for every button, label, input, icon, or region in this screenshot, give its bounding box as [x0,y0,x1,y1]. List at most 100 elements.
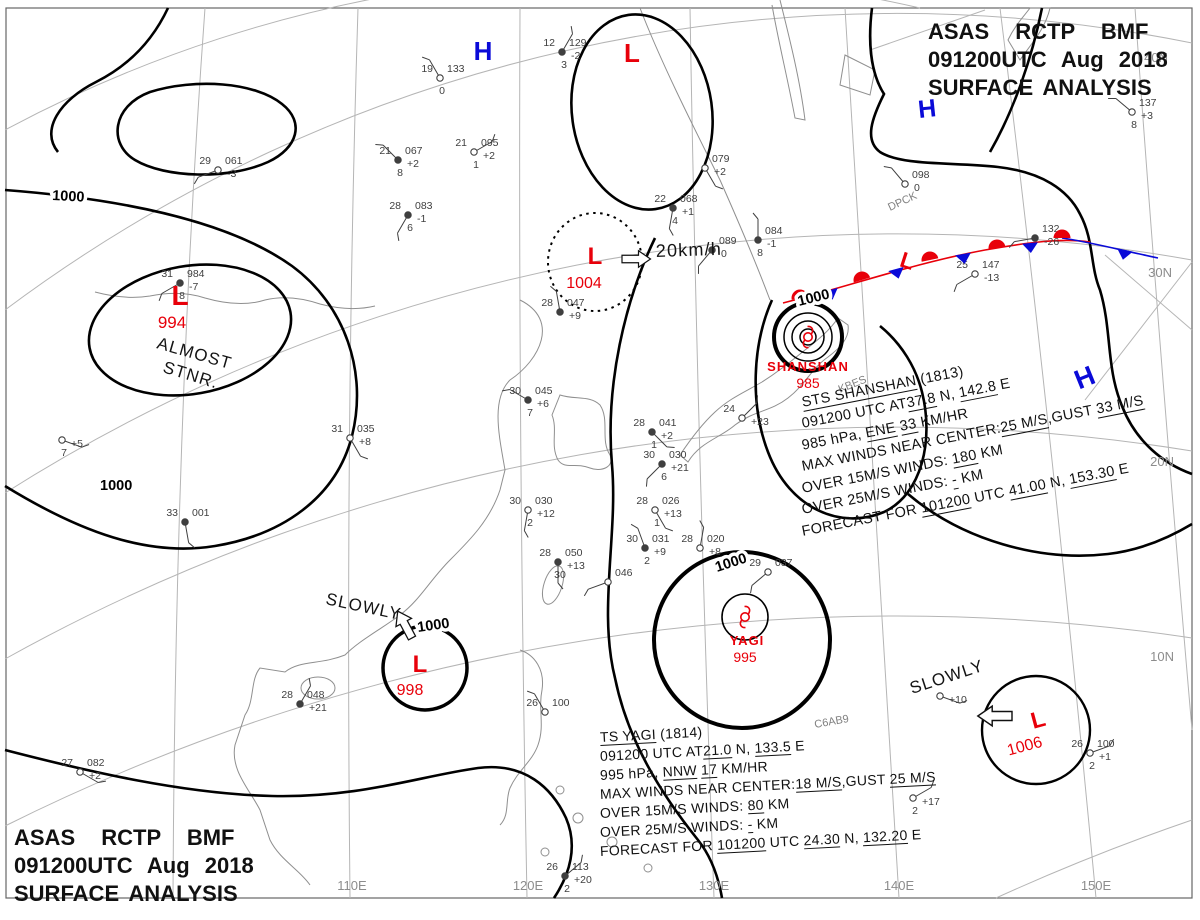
pressure-value: 994 [158,313,186,332]
pressure-value: 1006 [1005,734,1044,760]
station-value: 0 [439,85,445,97]
title-line: 091200UTC Aug 2018 [14,853,254,878]
cold-front-symbol [1022,242,1038,253]
station-plot: +17 2 [909,779,940,817]
korea-coast [551,394,612,470]
movement-arrow [621,249,652,269]
lat-label: 40N [1144,50,1168,65]
station-value: +3 [1141,110,1153,122]
low-center-letter: L [1028,705,1048,734]
station-plot: 079+2 [701,153,730,190]
title-line: SURFACE ANALYSIS [14,881,238,906]
station-value: +17 [922,796,940,808]
station-plot: 137+3 8 [1108,97,1157,131]
station-value: 28 [541,297,553,309]
cold-front-symbol [822,287,838,300]
station-circle [936,692,944,700]
station-value: 048 [307,689,325,701]
kamchatka-coast [1007,7,1051,61]
lat-label: 10N [1150,649,1174,664]
station-value: 26 [1071,738,1083,750]
station-value: 7 [61,447,67,459]
isobar-1000-yagi [652,550,832,730]
station-value: 8 [757,247,763,259]
station-value: 0 [914,182,920,194]
station-circle [604,578,612,586]
river [94,291,376,310]
station-value: 28 [281,689,293,701]
pressure-value: 1004 [566,275,602,292]
shanshan-rings [783,312,833,362]
station-plot: 28 048+21 [281,678,327,714]
station-value: 31 [161,268,173,280]
station-value: 30 [554,569,566,581]
primorye-coast [639,7,771,301]
station-circle [76,768,84,776]
isobar-1000-998low [381,624,469,712]
station-value: 28 [636,495,648,507]
station-circle [404,211,412,219]
title-line: SURFACE ANALYSIS [928,75,1152,100]
station-value: 084 [765,225,783,237]
station-value: 068 [680,193,698,205]
station-value: 8 [179,290,185,302]
station-circle [558,48,566,56]
station-plot: 21 067+2 8 [375,143,423,179]
station-value: +8 [359,436,371,448]
station-value: 026 [662,495,680,507]
tropical-storm-icon [802,325,814,349]
map-border [5,7,1193,899]
station-plot: 084-1 8 [752,212,783,259]
low-center-letter: L [171,280,188,311]
station-plot: 28 026+13 1 [636,495,682,532]
station-value: 082 [87,757,105,769]
station-plot: 12 129-2 3 [543,26,587,71]
station-value: +13 [567,560,585,572]
station-circle [394,156,402,164]
station-value: 089 [719,235,737,247]
station-value: 100 [1097,738,1115,750]
station-value: 6 [407,222,413,234]
station-plot: 26 100+1 2 [1071,738,1115,772]
station-plot: 26 100 [526,690,570,716]
pressure-value: 998 [397,682,424,699]
station-plot: 22 068+1 4 [654,193,698,236]
station-value: 19 [421,63,433,75]
title-line: 091200UTC Aug 2018 [928,47,1168,72]
cold-front-symbol [955,252,971,264]
storm-pressure-label: 995 [733,649,757,665]
warm-front-symbol [1053,229,1071,238]
station-circle [658,460,666,468]
station-circle [296,700,304,708]
station-circle [1031,234,1039,242]
luzon-coast [499,649,544,826]
station-value: 020 [707,533,725,545]
map-annotation: 20km/h [655,239,722,261]
station-value: 28 [633,417,645,429]
movement-arrow [395,610,417,641]
callsign-label: C6AB9 [813,713,849,731]
station-value: +6 [537,398,549,410]
station-value: +1 [1099,751,1111,763]
station-value: 30 [643,449,655,461]
station-value: 3 [561,59,567,71]
station-value: +21 [671,462,689,474]
station-value: +2 [714,166,726,178]
sakhalin-coast [771,0,806,121]
station-value: 7 [527,407,533,419]
station-circle [909,794,917,802]
station-value: +20 [574,874,592,886]
low-center-letter: L [413,651,428,678]
station-plot: 24 +23 [723,395,769,428]
station-value: 095 [481,137,499,149]
station-value: 24 [723,403,735,415]
high-center-letter: H [917,94,938,124]
station-plot: 28 083-1 6 [389,200,433,241]
station-value: +10 [949,694,967,706]
station-value: 083 [415,200,433,212]
station-value: 30 [509,495,521,507]
